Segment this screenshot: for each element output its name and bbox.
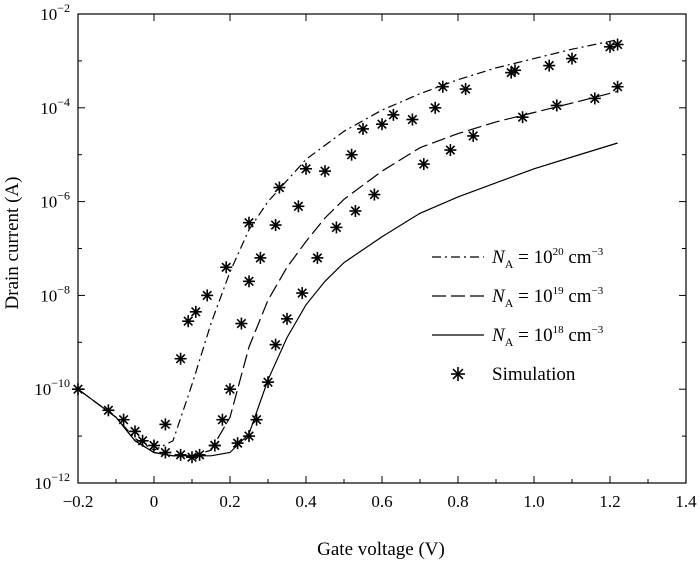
y-axis-ticks: 10−2 10−4 10−6 10−8 10−10 10−12 xyxy=(34,1,686,493)
simulation-point xyxy=(159,446,172,459)
y-tick-label: 10−6 xyxy=(40,189,70,212)
x-tick-label: 0.2 xyxy=(219,492,240,511)
simulation-point xyxy=(193,448,206,461)
simulation-point xyxy=(467,129,480,142)
x-tick-label: 1.4 xyxy=(675,492,697,511)
simulation-markers xyxy=(72,38,624,464)
y-tick-label: 10−12 xyxy=(34,470,70,493)
simulation-point xyxy=(254,251,267,264)
simulation-point xyxy=(273,181,286,194)
legend-label: NA = 1019 cm−3 xyxy=(491,285,604,310)
simulation-point xyxy=(243,430,255,443)
y-tick-label: 10−10 xyxy=(34,376,70,399)
simulation-point xyxy=(611,38,624,51)
simulation-point xyxy=(201,289,214,302)
simulation-point xyxy=(182,315,195,328)
simulation-point xyxy=(444,144,457,157)
simulation-point xyxy=(269,219,282,232)
simulation-point xyxy=(224,383,236,396)
simulation-point xyxy=(174,352,187,365)
simulation-point xyxy=(208,439,221,452)
simulation-point xyxy=(516,111,529,124)
simulation-point xyxy=(269,338,282,351)
simulation-point xyxy=(129,425,141,438)
simulation-point xyxy=(604,40,616,53)
simulation-point xyxy=(148,439,160,452)
y-axis-title: Drain current (A) xyxy=(2,177,23,310)
simulation-point xyxy=(311,251,324,264)
simulation-point xyxy=(330,221,343,234)
simulation-point xyxy=(72,383,84,396)
y-tick-label: 10−8 xyxy=(40,282,70,305)
simulation-point xyxy=(368,188,381,201)
simulation-point xyxy=(543,59,556,72)
simulation-point xyxy=(588,92,601,105)
x-tick-label: 1.2 xyxy=(599,492,620,511)
legend: NA = 1020 cm−3 NA = 1019 cm−3 NA = 1018 cm… xyxy=(432,246,604,385)
simulation-point xyxy=(357,122,369,135)
simulation-point xyxy=(243,216,255,229)
x-tick-label: 1.0 xyxy=(523,492,544,511)
simulation-point xyxy=(243,275,255,288)
series-line-dash-dot xyxy=(77,39,618,451)
x-tick-label: 0.4 xyxy=(295,492,317,511)
simulation-point xyxy=(296,287,309,300)
simulation-point xyxy=(300,162,312,175)
simulation-point xyxy=(250,413,263,426)
simulation-point xyxy=(174,448,187,461)
simulation-point xyxy=(117,413,130,426)
legend-label: NA = 1020 cm−3 xyxy=(491,246,604,271)
simulation-point xyxy=(349,204,362,217)
simulation-point xyxy=(376,118,388,131)
simulation-point xyxy=(235,317,248,330)
x-tick-label: −0.2 xyxy=(63,492,94,511)
simulation-point xyxy=(417,158,430,171)
simulation-point xyxy=(189,305,202,318)
simulation-point xyxy=(216,413,229,426)
y-tick-label: 10−2 xyxy=(40,1,70,24)
simulation-point xyxy=(611,80,624,93)
x-tick-label: 0 xyxy=(150,492,159,511)
legend-label-simulation: Simulation xyxy=(492,364,576,385)
series-line-dashed xyxy=(77,90,618,457)
x-axis-ticks: −0.2 0 0.2 0.4 0.6 0.8 1.0 1.2 1.4 xyxy=(63,14,697,511)
simulation-point xyxy=(136,434,149,447)
simulation-point xyxy=(459,83,472,96)
x-tick-label: 0.8 xyxy=(447,492,468,511)
simulation-point xyxy=(436,80,449,93)
simulation-point xyxy=(281,312,293,325)
simulation-point xyxy=(429,101,442,114)
series-line-solid xyxy=(77,142,618,457)
simulation-point xyxy=(220,261,233,274)
legend-label: NA = 1018 cm−3 xyxy=(491,324,604,349)
simulation-point xyxy=(566,52,578,65)
simulation-point xyxy=(292,200,305,213)
legend-marker-simulation xyxy=(451,367,465,381)
simulation-point xyxy=(102,404,115,417)
simulation-point xyxy=(345,148,358,161)
simulation-point xyxy=(262,376,274,389)
simulation-point xyxy=(550,99,563,112)
x-tick-label: 0.6 xyxy=(371,492,392,511)
x-axis-title: Gate voltage (V) xyxy=(317,539,445,560)
simulation-point xyxy=(387,108,400,121)
simulation-point xyxy=(159,418,172,431)
simulation-point xyxy=(319,165,331,178)
simulation-point xyxy=(231,437,244,450)
y-tick-label: 10−4 xyxy=(40,95,70,118)
simulation-point xyxy=(509,64,521,77)
simulation-point xyxy=(406,113,419,126)
